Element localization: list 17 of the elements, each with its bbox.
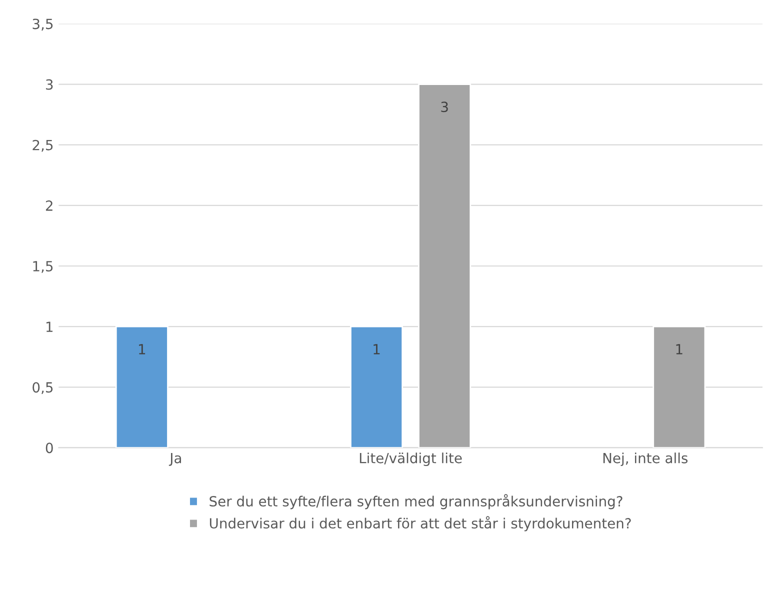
legend-label: Undervisar du i det enbart för att det står i styrdokumenten? xyxy=(210,516,631,532)
x-tick-label: Ja xyxy=(168,453,181,466)
y-tick-label: 0 xyxy=(46,442,53,454)
y-tick-label: 3,5 xyxy=(32,18,53,31)
data-label: 1 xyxy=(676,344,682,354)
data-label: 1 xyxy=(139,344,146,354)
y-tick-label: 1,5 xyxy=(33,261,53,273)
y-tick-label: 2,5 xyxy=(32,140,53,152)
y-tick-label: 0,5 xyxy=(32,382,53,394)
x-tick-label: Nej, inte alls xyxy=(603,452,688,466)
legend-label: Ser du ett syfte/flera syften med grannspråksundervisning? xyxy=(210,494,622,510)
x-tick-label: Lite/väldigt lite xyxy=(360,452,462,466)
y-tick-label: 1 xyxy=(46,322,53,332)
data-label: 3 xyxy=(441,102,448,112)
y-tick-label: 3 xyxy=(46,79,53,90)
y-tick-label: 2 xyxy=(46,200,52,211)
data-label: 1 xyxy=(374,344,380,354)
